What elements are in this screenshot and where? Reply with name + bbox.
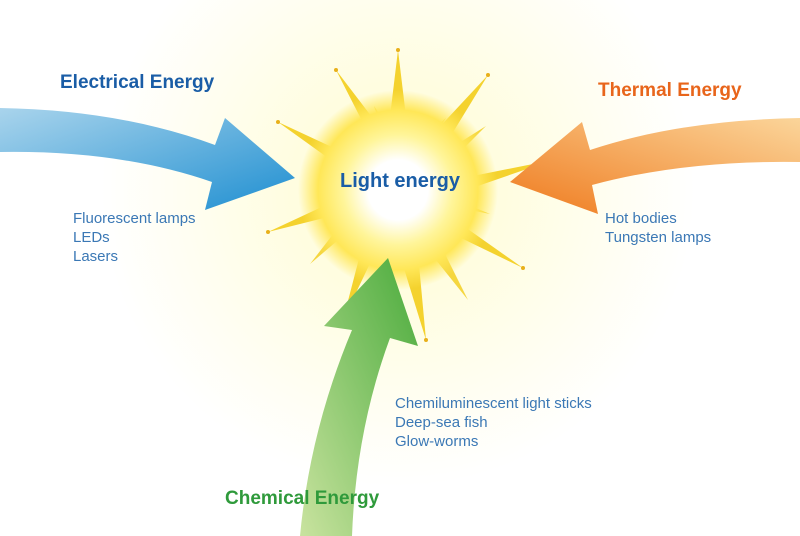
electrical-title: Electrical Energy [60,72,214,94]
thermal-example-2: Tungsten lamps [605,229,711,248]
electrical-example-2: LEDs [73,229,196,248]
electrical-examples: Fluorescent lamps LEDs Lasers [73,210,196,266]
thermal-example-1: Hot bodies [605,210,711,229]
thermal-examples: Hot bodies Tungsten lamps [605,210,711,248]
chemical-title: Chemical Energy [225,488,379,510]
electrical-example-1: Fluorescent lamps [73,210,196,229]
chemical-examples: Chemiluminescent light sticks Deep-sea f… [395,395,592,451]
chemical-example-1: Chemiluminescent light sticks [395,395,592,414]
electrical-example-3: Lasers [73,248,196,267]
chemical-example-3: Glow-worms [395,433,592,452]
center-label: Light energy [340,170,460,193]
thermal-title: Thermal Energy [598,80,742,102]
chemical-example-2: Deep-sea fish [395,414,592,433]
